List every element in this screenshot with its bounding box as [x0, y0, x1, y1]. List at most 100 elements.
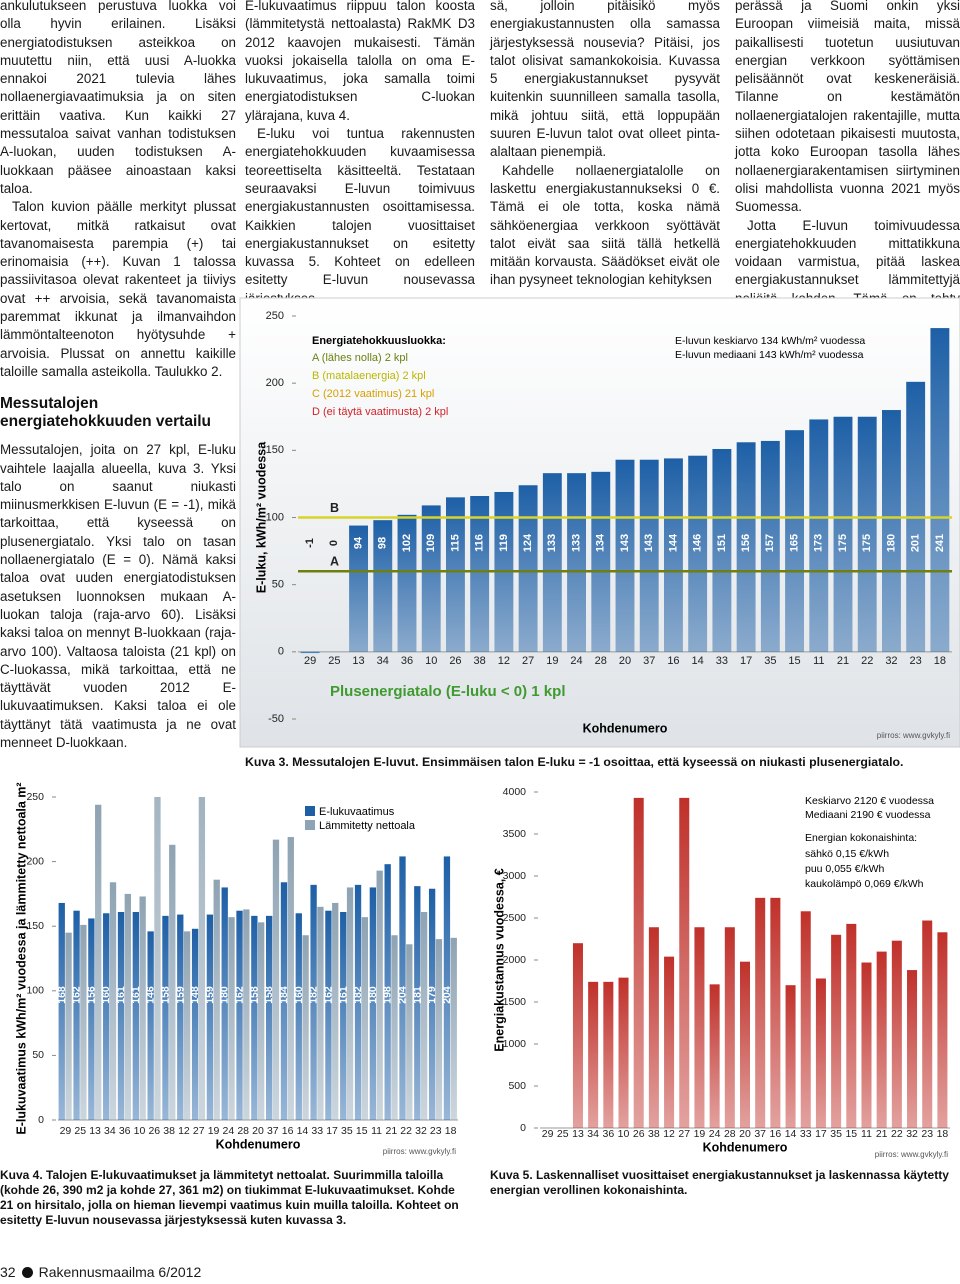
bar	[809, 419, 829, 652]
bar	[397, 514, 417, 652]
x-tick-label: 16	[667, 655, 679, 667]
y-tick-label: 250	[26, 791, 44, 803]
value-label: 180	[367, 986, 379, 1004]
bar	[406, 944, 413, 1120]
bar	[881, 410, 901, 652]
x-tick-label: 29	[60, 1125, 72, 1137]
x-tick-label: 25	[74, 1125, 86, 1137]
x-tick-label: 26	[148, 1125, 160, 1137]
bar	[591, 471, 611, 652]
value-label: 182	[308, 986, 320, 1004]
bar	[755, 897, 766, 1128]
x-tick-label: 38	[163, 1125, 175, 1137]
value-label: 156	[740, 534, 752, 552]
bar	[518, 485, 538, 652]
value-label: 181	[411, 986, 423, 1004]
page-number: 32	[0, 1264, 16, 1280]
bar	[169, 844, 176, 1120]
bar	[937, 932, 948, 1128]
paragraph: Talon kuvion päälle merkityt plussat ker…	[0, 199, 236, 379]
bar	[876, 951, 887, 1128]
value-label: 173	[813, 534, 825, 552]
bar	[857, 416, 877, 652]
y-tick-label: 1000	[503, 1038, 527, 1050]
value-label: 161	[130, 986, 142, 1004]
value-label: 201	[910, 534, 922, 552]
value-label: 98	[377, 537, 389, 549]
x-tick-label: 35	[830, 1128, 842, 1140]
x-tick-label: 10	[425, 655, 437, 667]
x-tick-label: 33	[716, 655, 728, 667]
bar	[228, 917, 235, 1120]
section-heading: Messutalojen energiatehokkuuden vertailu	[0, 395, 212, 431]
value-label: 160	[100, 986, 112, 1004]
x-tick-label: 18	[937, 1128, 949, 1140]
bar	[831, 934, 842, 1128]
value-label: 162	[234, 986, 246, 1004]
bar	[272, 839, 280, 1120]
y-tick-label: 0	[38, 1114, 44, 1126]
value-label: 143	[643, 534, 655, 552]
x-tick-label: 20	[739, 1128, 751, 1140]
bar	[221, 887, 228, 1120]
page-footer: 32 Rakennusmaailma 6/2012	[0, 1264, 201, 1280]
price-item: kaukolämpö 0,069 €/kWh	[805, 878, 924, 890]
value-label: 158	[248, 986, 260, 1004]
x-tick-label: 16	[282, 1125, 294, 1137]
annotation: Plusenergiatalo (E-luku < 0) 1 kpl	[330, 683, 565, 700]
value-label: 198	[382, 986, 394, 1004]
x-tick-label: 25	[328, 655, 340, 667]
text-column: ankulutukseen perustuva luokka voi olla …	[0, 0, 236, 752]
bar	[109, 882, 117, 1120]
x-tick-label: 36	[119, 1125, 131, 1137]
bar	[295, 913, 302, 1120]
bar	[191, 928, 199, 1120]
legend-item: C (2012 vaatimus) 21 kpl	[312, 388, 434, 400]
x-tick-label: 34	[587, 1128, 599, 1140]
bar	[384, 864, 391, 1120]
x-axis-label: Kohdenumero	[216, 1137, 301, 1151]
x-axis-label: Kohdenumero	[703, 1140, 788, 1154]
x-tick-label: 24	[223, 1125, 235, 1137]
bar	[736, 442, 756, 652]
bar	[760, 440, 780, 652]
value-label: 175	[861, 534, 873, 552]
x-tick-label: 13	[89, 1125, 101, 1137]
value-label: 158	[263, 986, 275, 1004]
x-tick-label: 28	[237, 1125, 249, 1137]
y-tick-label: 500	[508, 1080, 526, 1092]
bar	[922, 920, 933, 1128]
bullet	[21, 1266, 33, 1278]
bar	[770, 897, 781, 1128]
bar	[103, 913, 110, 1120]
x-tick-label: 37	[643, 655, 655, 667]
legend-swatch	[305, 820, 315, 830]
x-tick-label: 23	[910, 655, 922, 667]
bar	[132, 911, 139, 1120]
x-tick-label: 14	[692, 655, 704, 667]
x-tick-label: 28	[595, 655, 607, 667]
bars	[572, 797, 948, 1128]
y-tick-label: 0	[278, 646, 284, 658]
credit: piirros: www.gvkyly.fi	[875, 1150, 948, 1159]
bar	[633, 797, 644, 1128]
bar	[815, 978, 826, 1128]
x-tick-label: 11	[813, 655, 824, 667]
bar	[663, 458, 683, 652]
bar	[785, 430, 805, 652]
annotation: E-luvun mediaani 143 kWh/m² vuodessa	[675, 349, 864, 361]
bar	[800, 911, 811, 1128]
value-label: 241	[934, 534, 946, 552]
x-tick-label: 15	[788, 655, 800, 667]
bar	[414, 886, 421, 1120]
value-label: 109	[425, 534, 437, 552]
legend-item: D (ei täytä vaatimusta) 2 kpl	[312, 406, 448, 418]
x-tick-label: 14	[785, 1128, 797, 1140]
price-title: Energian kokonaishinta:	[805, 832, 917, 844]
legend-title: Energiatehokkuusluokka:	[312, 335, 446, 347]
x-tick-label: 28	[724, 1128, 736, 1140]
x-tick-label: 29	[542, 1128, 554, 1140]
bar	[251, 915, 258, 1120]
price-item: sähkö 0,15 €/kWh	[805, 848, 889, 860]
bar	[95, 804, 102, 1120]
